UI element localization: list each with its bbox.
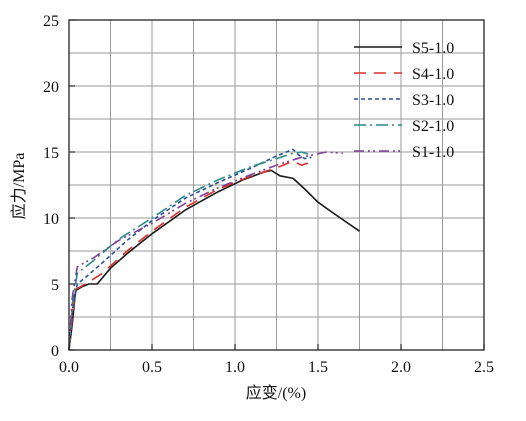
x-tick-label: 2.5 <box>474 359 494 376</box>
legend-label-s5-1.0: S5-1.0 <box>412 40 454 57</box>
series-line-s5-1.0 <box>68 169 360 351</box>
series-layer <box>68 148 360 351</box>
x-tick-label: 2.0 <box>391 359 411 376</box>
x-tick-label: 0.0 <box>59 359 79 376</box>
y-tick-label: 20 <box>43 79 59 96</box>
legend-label-s2-1.0: S2-1.0 <box>412 118 454 135</box>
series-line-s2-1.0 <box>68 151 310 351</box>
series-line-s1-1.0 <box>68 151 343 351</box>
y-tick-label: 25 <box>43 13 59 30</box>
x-tick-label: 0.5 <box>142 359 162 376</box>
series-line-s3-1.0 <box>68 148 312 351</box>
plot-frame <box>68 19 485 351</box>
y-tick-label: 5 <box>51 277 59 294</box>
x-axis-label: 应变/(%) <box>246 383 306 402</box>
x-tick-label: 1.5 <box>308 359 328 376</box>
y-axis-label: 应力/MPa <box>9 153 28 220</box>
axes: 0.0 0.5 1.0 1.5 2.0 2.5 0 5 10 15 20 25 <box>43 13 494 376</box>
y-tick-label: 15 <box>43 145 59 162</box>
legend: S5-1.0 S4-1.0 S3-1.0 S2-1.0 S1-1.0 <box>354 40 454 161</box>
y-tick-label: 10 <box>43 211 59 228</box>
y-tick-label: 0 <box>51 343 59 360</box>
x-tick-label: 1.0 <box>225 359 245 376</box>
legend-label-s4-1.0: S4-1.0 <box>412 66 454 83</box>
legend-label-s1-1.0: S1-1.0 <box>412 144 454 161</box>
series-line-s4-1.0 <box>68 160 310 351</box>
legend-label-s3-1.0: S3-1.0 <box>412 92 454 109</box>
